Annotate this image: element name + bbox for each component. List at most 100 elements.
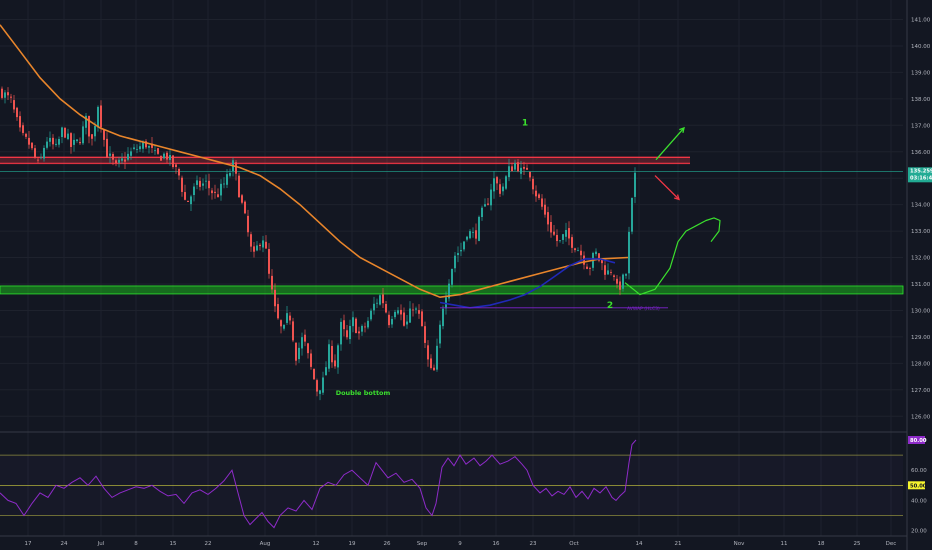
candle-body [565,229,567,237]
candle-body [49,137,51,142]
candle-body [256,245,258,251]
candle-body [625,274,627,276]
candle-body [370,310,372,320]
candle-body [406,321,408,325]
candle-body [94,125,96,137]
candle-body [430,358,432,369]
candle-body [451,268,453,285]
candle-body [364,326,366,328]
countdown-value: 03:16:49 [910,175,932,181]
time-tick-label: Sep [417,541,428,547]
candle-body [115,160,117,164]
candle-body [589,268,591,269]
candle-body [568,228,570,239]
candle-body [124,159,126,162]
candle-body [64,127,66,138]
candle-body [433,367,435,371]
candle-body [448,283,450,299]
resistance-zone [0,156,690,165]
candle-body [511,166,513,172]
candle-body [571,237,573,248]
price-tick-label: 130.00 [911,308,931,314]
candle-body [457,253,459,256]
candle-body [526,167,528,170]
candle-body [169,155,171,160]
candle-body [166,152,168,160]
candle-body [301,337,303,349]
grid [0,0,908,550]
rsi-last-value: 80.00 [910,438,927,444]
rsi-tick-label: 20.00 [911,529,927,535]
candle-body [340,321,342,345]
candle-body [70,133,72,147]
arrow-up-head [679,126,685,133]
candle-body [394,311,396,318]
candle-body [322,377,324,393]
moving-average-line [0,24,629,299]
candle-body [424,326,426,343]
candle-body [562,234,564,240]
candle-body [43,147,45,159]
candle-body [148,145,150,148]
candle-body [145,141,147,148]
candle-body [508,166,510,178]
arrow-down-head [674,194,680,201]
candle-body [619,281,621,290]
rsi-tick-label: 40.00 [911,498,927,504]
candle-body [130,151,132,156]
time-tick-label: 23 [530,541,537,547]
candle-body [466,236,468,240]
candle-body [598,253,600,261]
candle-body [355,318,357,334]
candle-body [175,164,177,168]
candle-body [415,308,417,310]
candle-body [283,324,285,329]
candle-body [217,194,219,198]
time-tick-label: Oct [569,541,579,547]
candle-body [292,321,294,341]
avwap-line [439,258,616,309]
candle-body [436,345,438,370]
candle-body [439,324,441,344]
rsi-panel [0,439,903,529]
candle-body [55,143,57,145]
candle-body [208,180,210,189]
candle-body [493,178,495,192]
time-tick-label: 15 [170,541,177,547]
candle-body [538,194,540,198]
candle-body [400,309,402,315]
candle-body [604,265,606,275]
candle-body [310,353,312,367]
candle-body [226,174,228,185]
candle-body [97,106,99,128]
candle-body [1,88,3,98]
candle-body [367,320,369,328]
candle-body [496,177,498,184]
candle-body [427,345,429,360]
candle-body [31,142,33,149]
candle-body [220,183,222,196]
candle-body [46,141,48,148]
rsi-last-tag [908,436,925,444]
candle-body [529,171,531,178]
candle-body [460,250,462,252]
price-tick-label: 132.00 [911,256,931,262]
indicator-lines: AVWAP (HLC3) [0,24,668,312]
candle-body [319,390,321,394]
rsi-tick-label: 60.00 [911,468,927,474]
candle-body [550,221,552,233]
time-tick-label: 9 [458,541,462,547]
candle-body [505,176,507,189]
candle-body [412,309,414,311]
candle-body [373,303,375,311]
candle-body [307,343,309,354]
candle-body [514,162,516,170]
candle-body [190,196,192,205]
candle-body [19,116,21,128]
candle-body [136,149,138,151]
candle-body [199,180,201,187]
candle-body [388,314,390,326]
candle-body [358,331,360,334]
arrow-up-shaft [655,127,685,161]
